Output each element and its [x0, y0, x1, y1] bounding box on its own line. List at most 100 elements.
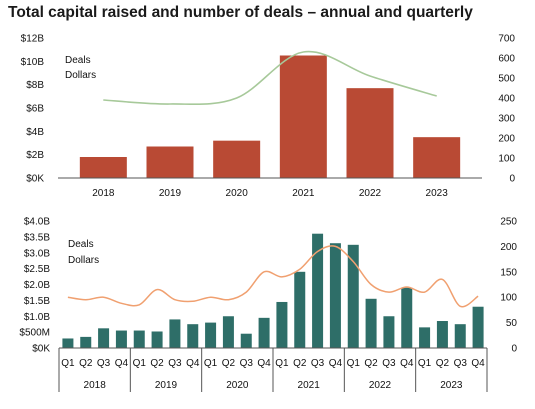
quarterly-quarter-label: Q4: [471, 358, 485, 369]
annual-left-tick-label: $12B: [21, 34, 45, 45]
quarterly-legend-deals: Deals: [68, 239, 94, 250]
quarterly-quarter-label: Q3: [311, 358, 325, 369]
annual-right-tick-label: 600: [498, 54, 515, 65]
annual-left-tick-label: $4B: [26, 127, 44, 138]
annual-category-label: 2023: [426, 188, 449, 199]
quarterly-left-tick-label: $2.5B: [24, 264, 50, 275]
annual-category-label: 2018: [92, 188, 115, 199]
annual-left-tick-label: $8B: [26, 80, 44, 91]
quarterly-dollars-bar: [436, 321, 448, 348]
quarterly-quarter-label: Q1: [133, 358, 147, 369]
annual-right-tick-label: 700: [498, 34, 515, 45]
annual-right-tick-label: 200: [498, 134, 515, 145]
quarterly-quarter-label: Q4: [115, 358, 129, 369]
quarterly-dollars-bar: [115, 330, 127, 348]
quarterly-left-tick-label: $4.0B: [24, 217, 50, 228]
quarterly-left-tick-label: $500M: [19, 328, 50, 339]
quarterly-quarter-label: Q1: [204, 358, 218, 369]
annual-right-tick-label: 300: [498, 114, 515, 125]
annual-left-tick-label: $10B: [21, 57, 45, 68]
annual-legend-deals: Deals: [65, 55, 91, 66]
annual-category-label: 2021: [292, 188, 315, 199]
quarterly-year-label: 2021: [298, 380, 321, 391]
quarterly-dollars-bar: [80, 336, 92, 348]
quarterly-left-tick-label: $1.5B: [24, 296, 50, 307]
quarterly-right-tick-label: 100: [500, 293, 517, 304]
quarterly-dollars-bar: [133, 330, 145, 348]
annual-deals-line: [103, 50, 437, 106]
annual-category-label: 2022: [359, 188, 382, 199]
quarterly-dollars-bar: [258, 317, 270, 348]
quarterly-quarter-label: Q1: [418, 358, 432, 369]
quarterly-dollars-bar: [419, 327, 431, 348]
quarterly-deals-line: [67, 245, 479, 308]
quarterly-left-tick-label: $1.0B: [24, 312, 50, 323]
quarterly-quarter-label: Q2: [436, 358, 450, 369]
quarterly-dollars-bar: [312, 233, 324, 348]
quarterly-dollars-bar: [347, 244, 359, 348]
annual-dollars-bar: [413, 137, 461, 178]
annual-right-tick-label: 0: [509, 174, 515, 185]
chart-title: Total capital raised and number of deals…: [8, 4, 473, 21]
quarterly-year-label: 2020: [226, 380, 249, 391]
quarterly-dollars-bar: [98, 328, 110, 348]
annual-dollars-bar: [213, 140, 261, 178]
quarterly-dollars-bar: [472, 306, 484, 348]
quarterly-dollars-bar: [294, 271, 306, 348]
quarterly-dollars-bar: [151, 331, 163, 348]
quarterly-quarter-label: Q4: [400, 358, 414, 369]
quarterly-dollars-bar: [276, 301, 288, 348]
quarterly-right-tick-label: 250: [500, 217, 517, 228]
quarterly-quarter-label: Q1: [275, 358, 289, 369]
quarterly-dollars-bar: [222, 316, 234, 348]
annual-dollars-bar: [346, 88, 394, 178]
quarterly-left-tick-label: $2.0B: [24, 280, 50, 291]
quarterly-dollars-bar: [205, 322, 217, 348]
quarterly-dollars-bar: [187, 324, 199, 348]
quarterly-year-label: 2023: [440, 380, 463, 391]
quarterly-quarter-label: Q2: [293, 358, 307, 369]
quarterly-quarter-label: Q1: [347, 358, 361, 369]
annual-right-tick-label: 100: [498, 154, 515, 165]
quarterly-right-tick-label: 0: [511, 344, 517, 355]
quarterly-quarter-label: Q2: [79, 358, 93, 369]
annual-dollars-bar: [146, 146, 194, 178]
quarterly-right-tick-label: 50: [506, 318, 518, 329]
annual-category-label: 2020: [226, 188, 249, 199]
quarterly-year-label: 2022: [369, 380, 392, 391]
quarterly-quarter-label: Q1: [61, 358, 75, 369]
quarterly-quarter-label: Q4: [329, 358, 343, 369]
quarterly-dollars-bar: [365, 298, 377, 348]
quarterly-left-tick-label: $0K: [32, 344, 50, 355]
quarterly-legend-dollars: Dollars: [68, 255, 99, 266]
quarterly-dollars-bar: [383, 316, 395, 348]
annual-left-tick-label: $2B: [26, 150, 44, 161]
quarterly-quarter-label: Q3: [454, 358, 468, 369]
quarterly-year-label: 2019: [155, 380, 178, 391]
quarterly-quarter-label: Q4: [257, 358, 271, 369]
annual-dollars-bar: [279, 55, 327, 178]
quarterly-left-tick-label: $3.0B: [24, 248, 50, 259]
quarterly-quarter-label: Q3: [382, 358, 396, 369]
quarterly-quarter-label: Q3: [168, 358, 182, 369]
quarterly-dollars-bar: [169, 319, 181, 348]
quarterly-quarter-label: Q3: [240, 358, 254, 369]
annual-category-label: 2019: [159, 188, 182, 199]
annual-right-tick-label: 400: [498, 94, 515, 105]
quarterly-quarter-label: Q2: [364, 358, 378, 369]
quarterly-dollars-bar: [240, 333, 252, 348]
quarterly-dollars-bar: [62, 338, 74, 348]
quarterly-right-tick-label: 200: [500, 242, 517, 253]
annual-right-tick-label: 500: [498, 74, 515, 85]
quarterly-quarter-label: Q4: [186, 358, 200, 369]
quarterly-dollars-bar: [329, 243, 341, 348]
quarterly-quarter-label: Q3: [97, 358, 111, 369]
quarterly-dollars-bar: [454, 324, 466, 348]
quarterly-dollars-bar: [401, 287, 413, 348]
annual-left-tick-label: $6B: [26, 104, 44, 115]
quarterly-left-tick-label: $3.5B: [24, 232, 50, 243]
annual-legend-dollars: Dollars: [65, 70, 96, 81]
quarterly-year-label: 2018: [84, 380, 107, 391]
